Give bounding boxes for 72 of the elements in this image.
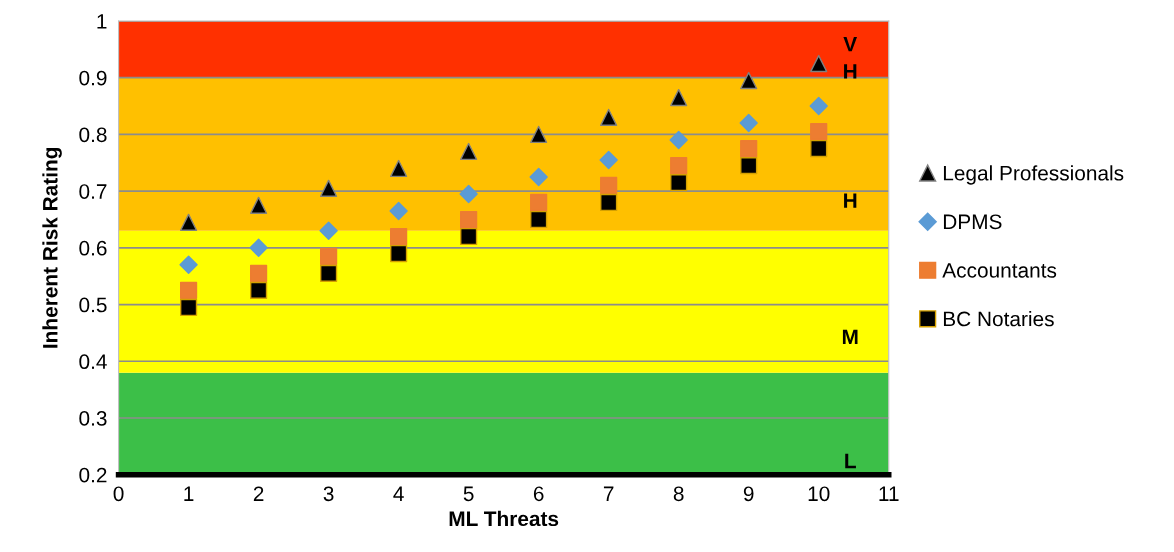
point [669,130,688,150]
point [460,210,478,229]
point [810,122,828,141]
point [810,139,828,158]
point [600,176,618,195]
annotation: H [844,64,857,79]
y-tick-label: 0.6 [79,240,107,256]
y-tick-label: 0.2 [79,467,107,483]
point [740,156,758,175]
point [530,210,548,229]
x-tick-label: 9 [743,486,754,502]
point [320,264,338,282]
point [529,167,548,187]
point [670,156,688,175]
point [670,88,688,107]
point [390,159,408,178]
point [459,184,478,204]
x-axis-title: ML Threats [449,510,559,527]
x-tick-label: 10 [808,486,830,502]
point [249,238,268,258]
y-tick-label: 0.7 [79,184,107,199]
point [600,108,618,127]
point [249,281,268,299]
x-tick-label: 0 [113,486,124,502]
x-tick-label: 3 [323,486,334,502]
x-tick-label: 6 [533,486,544,502]
y-tick-label: 1 [97,14,107,29]
annotation: L [845,453,856,469]
x-tick-label: 4 [393,486,404,501]
point [810,54,828,73]
legend-label: Legal Professionals [943,165,1124,185]
annotation: M [842,329,858,344]
point [179,213,198,231]
point [740,139,758,158]
point [530,193,548,212]
annotation: H [844,193,857,208]
point [249,196,268,214]
x-tick-label: 11 [879,486,899,501]
y-axis-title: Inherent Risk Rating [42,147,62,348]
legend-label: DPMS [943,214,1002,230]
annotation: V [843,36,858,52]
legend-label: BC Notaries [943,311,1054,327]
point [179,255,198,275]
point [599,150,618,170]
point [530,125,548,144]
x-tick-label: 1 [184,486,194,501]
point [179,298,198,317]
point [249,264,268,282]
y-tick-label: 0.4 [79,354,107,370]
point [460,142,478,161]
y-tick-label: 0.3 [79,411,107,426]
point [320,247,338,265]
point [670,174,688,192]
point [389,201,408,221]
point [390,244,408,263]
y-tick-label: 0.9 [79,70,107,86]
x-tick-label: 7 [603,486,614,501]
point [390,227,408,246]
point [600,193,618,212]
x-tick-label: 2 [253,486,264,501]
point [179,281,198,299]
y-tick-label: 0.8 [79,127,107,143]
x-tick-label: 5 [463,486,474,502]
point [809,96,828,116]
point [460,227,478,246]
point [319,221,338,241]
point [320,179,338,197]
x-tick-label: 8 [673,486,684,502]
point [740,71,758,90]
y-tick-label: 0.5 [79,297,107,313]
point [739,113,758,133]
legend-label: Accountants [942,263,1057,278]
